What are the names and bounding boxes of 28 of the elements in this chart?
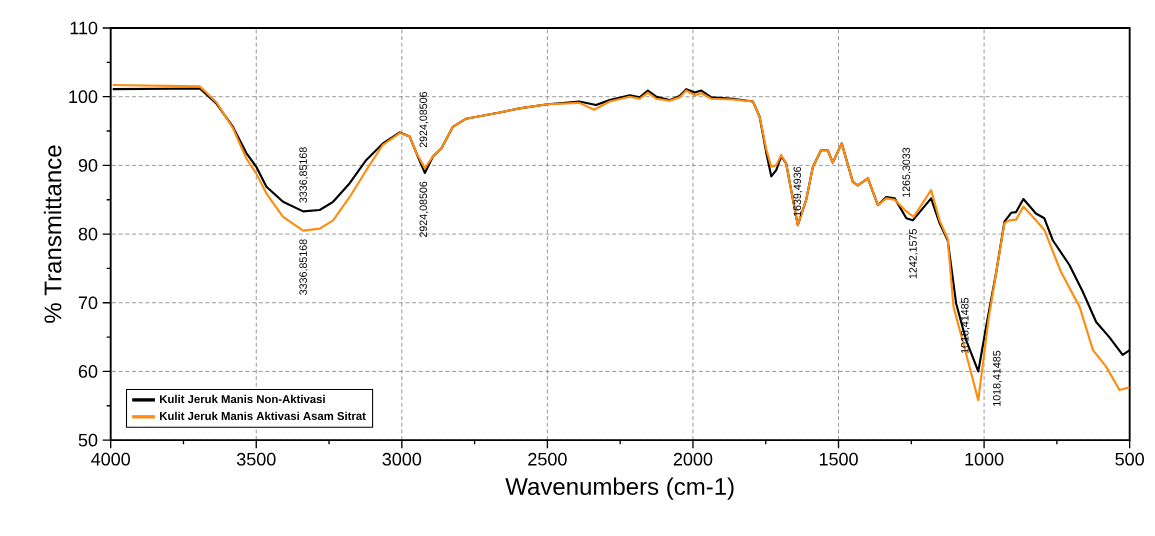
y-tick-label: 50 bbox=[78, 433, 98, 447]
legend-label: Kulit Jeruk Manis Non-Aktivasi bbox=[160, 394, 325, 404]
x-tick-label: 3500 bbox=[236, 452, 276, 466]
y-tick-label: 60 bbox=[78, 364, 98, 378]
x-tick-label: 2500 bbox=[528, 452, 567, 466]
annotation: 2924,08506 bbox=[419, 91, 429, 148]
y-tick-label: 90 bbox=[78, 158, 98, 172]
x-tick-label: 4000 bbox=[91, 452, 130, 466]
y-axis-title: % Transmittance bbox=[43, 145, 62, 323]
annotation: 1018,41485 bbox=[993, 350, 1002, 406]
x-tick-label: 1500 bbox=[819, 452, 858, 466]
y-tick-label: 80 bbox=[78, 227, 98, 241]
y-tick-label: 70 bbox=[78, 296, 98, 310]
annotation: 3336,85168 bbox=[299, 239, 309, 295]
x-tick-label: 1000 bbox=[965, 452, 1004, 466]
x-tick-label: 3000 bbox=[382, 452, 422, 466]
annotation: 1018,41485 bbox=[960, 297, 970, 353]
x-tick-label: 2000 bbox=[673, 452, 713, 466]
x-tick-label: 500 bbox=[1115, 452, 1144, 466]
y-tick-label: 100 bbox=[69, 90, 98, 103]
x-axis-title: Wavenumbers (cm-1) bbox=[505, 477, 734, 500]
annotation: 2924,08506 bbox=[419, 181, 429, 237]
legend-label: Kulit Jeruk Manis Aktivasi Asam Sitrat bbox=[160, 411, 366, 420]
annotation: 1639,4936 bbox=[793, 166, 803, 216]
y-tick-label: 110 bbox=[70, 21, 98, 35]
annotation: 1242,1575 bbox=[909, 228, 918, 279]
annotation: 1265,3033 bbox=[902, 147, 912, 197]
annotation: 3336,85168 bbox=[299, 147, 309, 203]
